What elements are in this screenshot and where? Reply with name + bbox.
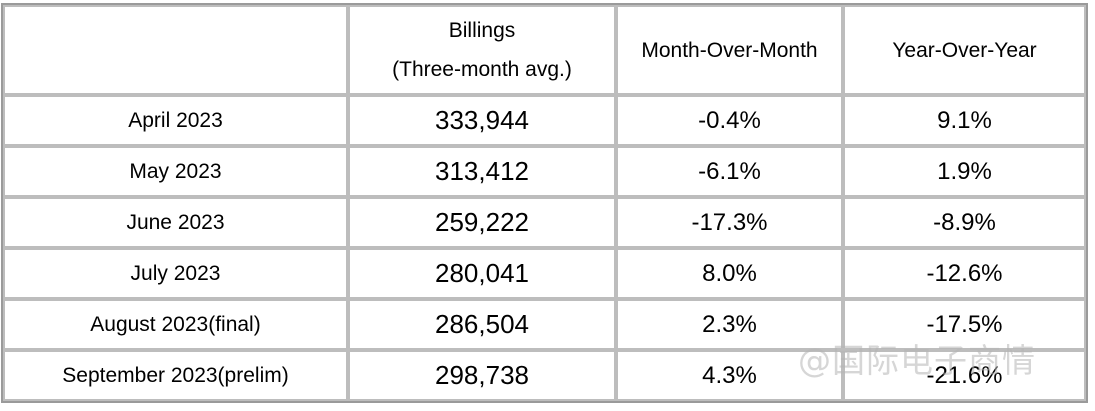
mom-cell: 4.3% [616,350,843,401]
table-row: June 2023 259,222 -17.3% -8.9% [3,197,1086,248]
month-cell: May 2023 [3,146,348,197]
month-cell: August 2023(final) [3,299,348,350]
yoy-cell: 9.1% [843,95,1086,146]
header-empty-cell [3,5,348,95]
billings-cell: 286,504 [348,299,616,350]
yoy-cell: -21.6% [843,350,1086,401]
billings-cell: 313,412 [348,146,616,197]
header-year-over-year: Year-Over-Year [843,5,1086,95]
mom-cell: 2.3% [616,299,843,350]
mom-cell: -17.3% [616,197,843,248]
month-cell: July 2023 [3,248,348,299]
month-cell: September 2023(prelim) [3,350,348,401]
header-row: Billings (Three-month avg.) Month-Over-M… [3,5,1086,95]
billings-cell: 259,222 [348,197,616,248]
billings-table: Billings (Three-month avg.) Month-Over-M… [1,3,1088,403]
table-row: May 2023 313,412 -6.1% 1.9% [3,146,1086,197]
billings-cell: 298,738 [348,350,616,401]
yoy-cell: 1.9% [843,146,1086,197]
table-row: July 2023 280,041 8.0% -12.6% [3,248,1086,299]
billings-cell: 280,041 [348,248,616,299]
header-billings: Billings (Three-month avg.) [348,5,616,95]
header-billings-title: Billings [448,19,516,42]
mom-cell: 8.0% [616,248,843,299]
month-cell: April 2023 [3,95,348,146]
yoy-cell: -8.9% [843,197,1086,248]
month-cell: June 2023 [3,197,348,248]
billings-cell: 333,944 [348,95,616,146]
yoy-cell: -12.6% [843,248,1086,299]
table-row: September 2023(prelim) 298,738 4.3% -21.… [3,350,1086,401]
table-row: August 2023(final) 286,504 2.3% -17.5% [3,299,1086,350]
yoy-cell: -17.5% [843,299,1086,350]
header-billings-subtitle: (Three-month avg.) [392,58,572,81]
table-row: April 2023 333,944 -0.4% 9.1% [3,95,1086,146]
mom-cell: -0.4% [616,95,843,146]
mom-cell: -6.1% [616,146,843,197]
header-month-over-month: Month-Over-Month [616,5,843,95]
